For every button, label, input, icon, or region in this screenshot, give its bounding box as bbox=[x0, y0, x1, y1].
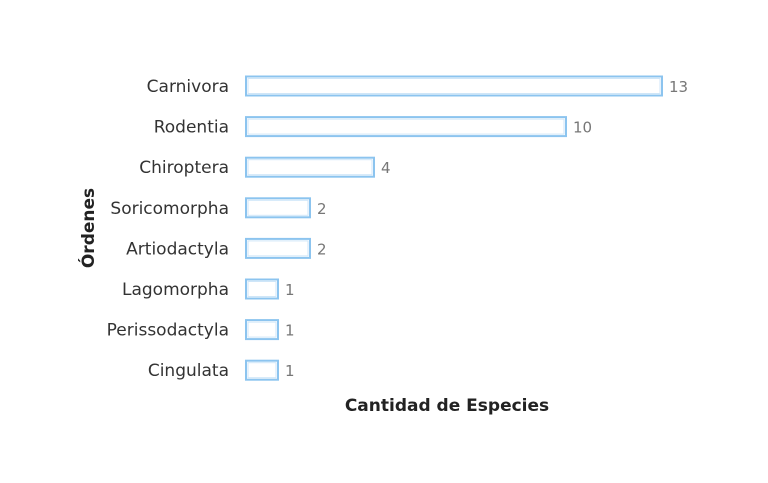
bar-highlight-perissodactyla bbox=[247, 321, 277, 338]
bars-layer: Carnivora 13 Rodentia 10 Chiroptera 4 Soricomo… bbox=[107, 75, 688, 381]
bar-carnivora[interactable] bbox=[245, 75, 663, 97]
bar-highlight-lagomorpha bbox=[247, 281, 277, 297]
value-label-rodentia: 10 bbox=[573, 119, 592, 137]
bar-perissodactyla[interactable] bbox=[245, 319, 279, 341]
category-label-carnivora: Carnivora bbox=[147, 77, 229, 97]
bar-lagomorpha[interactable] bbox=[245, 278, 279, 300]
category-label-artiodactyla: Artiodactyla bbox=[126, 239, 229, 259]
bar-highlight-carnivora bbox=[247, 78, 661, 94]
category-label-lagomorpha: Lagomorpha bbox=[122, 280, 229, 300]
category-label-rodentia: Rodentia bbox=[154, 118, 229, 138]
bar-highlight-cingulata bbox=[247, 362, 277, 379]
category-label-perissodactyla: Perissodactyla bbox=[107, 321, 229, 341]
y-axis-title: Órdenes bbox=[77, 188, 99, 268]
value-label-cingulata: 1 bbox=[285, 362, 295, 380]
bar-chiroptera[interactable] bbox=[245, 156, 375, 178]
value-label-perissodactyla: 1 bbox=[285, 322, 295, 340]
bar-highlight-artiodactyla bbox=[247, 240, 309, 257]
value-label-artiodactyla: 2 bbox=[317, 240, 327, 258]
category-label-cingulata: Cingulata bbox=[148, 361, 229, 381]
bar-cingulata[interactable] bbox=[245, 359, 279, 381]
bar-artiodactyla[interactable] bbox=[245, 237, 311, 259]
bar-highlight-chiroptera bbox=[247, 159, 373, 176]
bar-highlight-soricomorpha bbox=[247, 199, 309, 216]
value-label-carnivora: 13 bbox=[669, 78, 688, 96]
value-label-lagomorpha: 1 bbox=[285, 281, 295, 299]
bar-soricomorpha[interactable] bbox=[245, 197, 311, 219]
value-label-soricomorpha: 2 bbox=[317, 200, 327, 218]
value-label-chiroptera: 4 bbox=[381, 159, 391, 177]
bar-highlight-rodentia bbox=[247, 118, 565, 135]
bar-rodentia[interactable] bbox=[245, 116, 567, 138]
category-label-soricomorpha: Soricomorpha bbox=[110, 199, 229, 219]
category-label-chiroptera: Chiroptera bbox=[139, 158, 229, 178]
x-axis-title: Cantidad de Especies bbox=[345, 396, 549, 416]
